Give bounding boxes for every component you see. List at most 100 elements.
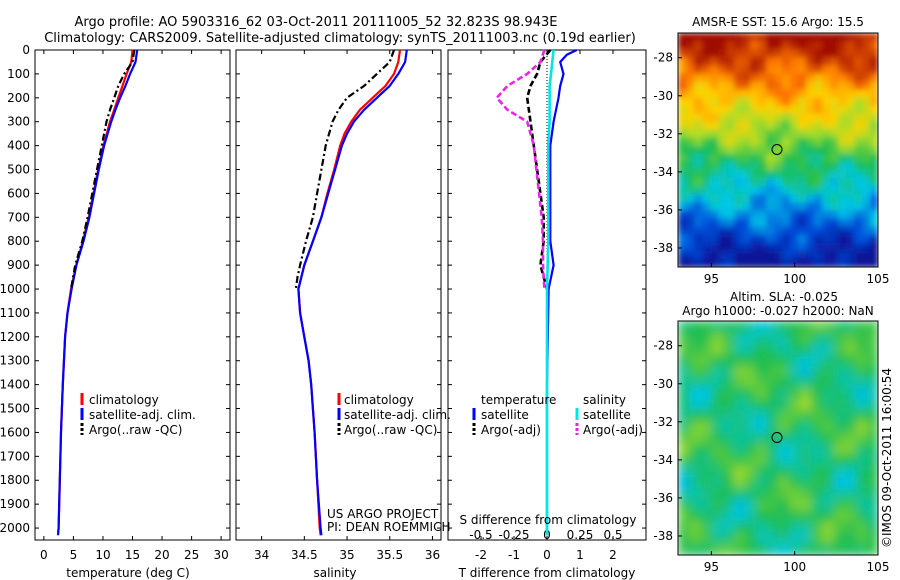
heatmap-cell [678, 321, 690, 333]
heatmap-cell [744, 376, 757, 389]
heatmap-cell [798, 33, 807, 42]
heatmap-cell [702, 41, 711, 50]
heatmap-cell [742, 170, 751, 179]
heatmap-cell [689, 521, 701, 534]
heatmap-cell [726, 250, 735, 260]
x-tick-label: 105 [867, 272, 890, 286]
heatmap-cell [758, 186, 767, 195]
heatmap-cell [844, 532, 857, 545]
temperature-panel: 0 5 10 15 20 25 30 0 100 200 300 400 500 600 700 800 90… [0, 43, 231, 580]
heatmap-cell [854, 210, 863, 220]
heatmap-cell [798, 170, 807, 179]
heatmap-cell [854, 250, 863, 260]
heatmap-cell [694, 49, 703, 58]
heatmap-cell [846, 210, 855, 220]
heatmap-cell [862, 162, 871, 171]
temperature-legend: climatology satellite-adj. clim. Argo(..… [80, 393, 196, 437]
heatmap-cell [710, 129, 719, 139]
heatmap-cell [822, 365, 835, 378]
heatmap-cell [800, 543, 812, 555]
heatmap-cell [718, 113, 727, 123]
heatmap-cell [830, 129, 839, 139]
heatmap-cell [726, 234, 735, 244]
heatmap-cell [789, 465, 801, 478]
heatmap-cell [710, 210, 719, 220]
heatmap-cell [689, 543, 701, 555]
heatmap-cell [726, 81, 735, 91]
heatmap-cell [750, 226, 759, 236]
legend-label-s-argo: Argo(-adj) [583, 423, 643, 437]
heatmap-cell [766, 343, 779, 355]
heatmap-cell [766, 105, 775, 115]
heatmap-cell [838, 226, 847, 236]
heatmap-cell [838, 137, 847, 147]
heatmap-cell [822, 186, 831, 195]
heatmap-cell [742, 49, 751, 58]
heatmap-cell [789, 432, 801, 445]
heatmap-cell [694, 81, 703, 91]
heatmap-cell [750, 194, 759, 204]
heatmap-cell [814, 129, 823, 139]
heatmap-cell [694, 89, 703, 99]
heatmap-cell [742, 89, 751, 99]
heatmap-cell [798, 89, 807, 99]
heatmap-cell [686, 210, 695, 220]
heatmap-cell [854, 178, 863, 187]
heatmap-cell [798, 250, 807, 260]
heatmap-cell [700, 332, 712, 344]
heatmap-cell [830, 194, 839, 204]
heatmap-cell [718, 146, 727, 155]
heatmap-cell [710, 65, 719, 74]
heatmap-cell [789, 387, 801, 400]
heatmap-cell [742, 81, 751, 91]
heatmap-cell [844, 465, 857, 478]
heatmap-cell [782, 97, 791, 107]
heatmap-cell [778, 477, 790, 489]
heatmap-cell [734, 65, 743, 74]
heatmap-cell [711, 354, 723, 367]
heatmap-cell [734, 250, 743, 260]
heatmap-cell [854, 73, 863, 82]
heatmap-cell [766, 477, 779, 489]
heatmap-cell [686, 186, 695, 195]
heatmap-cell [710, 218, 719, 228]
heatmap-cell [789, 410, 801, 422]
series-line [297, 49, 402, 536]
heatmap-cell [774, 49, 783, 58]
heatmap-cell [694, 210, 703, 220]
heatmap-cell [686, 105, 695, 115]
difference-legend: temperature salinity satellite Argo(-adj… [472, 393, 643, 437]
sla-map-ticks: 95 100 105 -28 -30 -32 -34 -36 -38 [653, 339, 889, 574]
heatmap-cell [694, 154, 703, 163]
heatmap-cell [862, 210, 871, 220]
heatmap-cell [750, 162, 759, 171]
heatmap-cell [844, 365, 857, 378]
heatmap-cell [811, 443, 823, 456]
heatmap-cell [766, 465, 779, 478]
heatmap-cell [726, 242, 735, 252]
heatmap-cell [766, 129, 775, 139]
heatmap-cell [689, 332, 701, 344]
heatmap-cell [782, 41, 791, 50]
heatmap-cell [798, 113, 807, 123]
heatmap-cell [733, 421, 746, 433]
heatmap-cell [774, 242, 783, 252]
heatmap-cell [790, 121, 799, 131]
heatmap-cell [700, 365, 712, 378]
heatmap-cell [718, 97, 727, 107]
heatmap-cell [766, 89, 775, 99]
x-tick-label: 25 [184, 548, 199, 562]
heatmap-cell [790, 186, 799, 195]
heatmap-cell [870, 65, 878, 74]
heatmap-cell [774, 218, 783, 228]
heatmap-cell [750, 137, 759, 147]
heatmap-cell [822, 113, 831, 123]
heatmap-cell [855, 521, 868, 534]
heatmap-cell [862, 258, 871, 267]
heatmap-cell [800, 465, 812, 478]
heatmap-cell [870, 41, 878, 50]
heatmap-cell [846, 89, 855, 99]
heatmap-cell [755, 343, 768, 355]
heatmap-cell [855, 410, 868, 422]
heatmap-cell [766, 154, 775, 163]
